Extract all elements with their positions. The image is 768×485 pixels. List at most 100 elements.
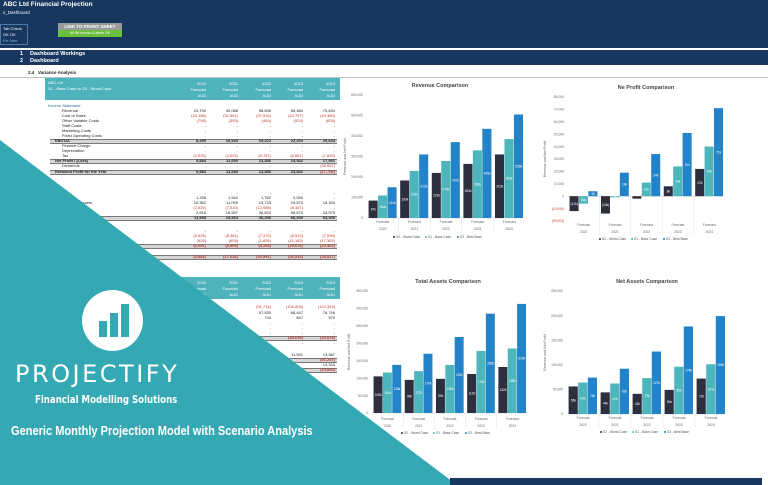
y-axis-title: Revenue and Net Profit — [543, 334, 547, 370]
bar-data-label: 114k — [379, 205, 386, 209]
nav-item-dashboard[interactable]: 2 Dashboard — [0, 58, 200, 65]
bar-s3-best-base — [423, 353, 433, 413]
x-tick-label: 2024 — [707, 423, 715, 427]
y-tick-label: 100,000 — [551, 363, 563, 367]
section-label: Variance Analysis — [38, 70, 77, 75]
y-axis-title: Revenue and Net Profit — [343, 138, 347, 174]
bar-s3-best-base — [513, 114, 524, 218]
bar-s1-base-case — [642, 378, 652, 414]
table-cell: - — [301, 133, 303, 138]
table-cell: 58,696 — [258, 108, 271, 113]
table-cell: 14,343 — [322, 362, 335, 367]
table-cell: - — [333, 128, 335, 133]
table-cell: (38,639) — [288, 335, 303, 340]
table-cell: (6,051) — [193, 243, 206, 248]
brand-tagline: Financial Modelling Solutions — [35, 393, 178, 406]
y-tick-label: 300,000 — [351, 155, 363, 159]
table-cell: - — [301, 340, 303, 345]
column-type: Forecast — [287, 87, 303, 92]
y-tick-label: 0 — [366, 411, 368, 415]
table-cell: 49,088 — [225, 108, 238, 113]
nav-item-dashboard-workings[interactable]: 1 Dashboard Workings — [0, 51, 200, 58]
bar-data-label: 127k — [653, 381, 660, 385]
table-cell: (91,714) — [256, 304, 271, 309]
total-row-band — [50, 254, 337, 260]
table-cell: (17,706) — [320, 169, 335, 174]
column-year: 2022 — [262, 280, 271, 285]
legend-marker — [457, 236, 459, 238]
legend-entry: S1 - Base Case — [436, 431, 459, 435]
table-cell: (8,969) — [225, 243, 238, 248]
bar-s2-worst-case — [494, 154, 505, 218]
table-cell: - — [301, 325, 303, 330]
bar-s2-worst-case — [663, 186, 673, 197]
bar-s3-best-base — [485, 313, 495, 413]
bar-s3-best-base — [392, 364, 402, 413]
table-cell: (44,624) — [320, 335, 335, 340]
table-cell: (8,361) — [225, 233, 238, 238]
table-cell: 53,309 — [322, 215, 335, 220]
bar-s2-worst-case — [373, 376, 383, 413]
x-tick-label: Forecast — [412, 417, 425, 421]
table-cell: (12,988) — [256, 205, 271, 210]
bar-data-label: 264k — [465, 189, 472, 193]
total-row-band — [50, 169, 337, 175]
legend-marker — [664, 431, 666, 433]
bar-s3-best-base — [419, 154, 429, 218]
row-label: Cost of Sales — [62, 113, 86, 118]
table-cell: 16,597 — [225, 210, 238, 215]
link-to-front-sheet-button[interactable]: LINK TO FRONT SHEET — [58, 23, 122, 30]
bar-s2-worst-case — [431, 172, 441, 218]
y-tick-label: 600,000 — [351, 93, 363, 97]
column-type: Forecast — [255, 286, 271, 291]
y-tick-label: 20,000 — [554, 170, 564, 174]
bar-data-label: 40k — [707, 170, 713, 174]
bar-data-label: 42k — [635, 402, 641, 406]
footer-bar — [450, 478, 762, 485]
table-cell: 13,387 — [322, 352, 335, 357]
y-tick-label: 60,000 — [554, 120, 564, 124]
column-unit: AUD — [326, 292, 335, 297]
bar-s1-base-case — [610, 196, 620, 198]
table-cell: (108,806) — [285, 304, 303, 309]
table-cell: (35,657) — [320, 163, 335, 168]
x-tick-label: 2024 — [509, 424, 517, 428]
bar-data-label: 4k — [591, 192, 595, 196]
table-cell: (11,163) — [288, 238, 303, 243]
x-tick-label: Forecast — [577, 416, 590, 420]
row-label: Staff Costs — [62, 123, 82, 128]
y-tick-label: 0 — [561, 412, 563, 416]
bar-s3-best-base — [682, 132, 692, 197]
bar-data-label: 56k — [571, 398, 577, 402]
bar-data-label: 112k — [468, 392, 475, 396]
bar-s2-worst-case — [600, 392, 610, 414]
bar-s2-worst-case — [568, 386, 578, 414]
y-tick-label: 500,000 — [351, 114, 363, 118]
table-cell: (30,991) — [256, 254, 271, 259]
table-cell: (798) — [196, 118, 206, 123]
column-year: 2023 — [294, 280, 303, 285]
column-unit: AUD — [294, 292, 303, 297]
table-cell: (6,661) — [290, 153, 303, 158]
bar-data-label: 278k — [443, 188, 450, 192]
x-tick-label: 2024 — [706, 230, 714, 234]
bar-s3-best-base — [450, 142, 460, 218]
legend-marker — [425, 236, 427, 238]
bar-data-label: 312k — [420, 184, 427, 188]
x-tick-label: Forecast — [609, 416, 622, 420]
bar-data-label: 99k — [438, 394, 444, 398]
table-cell: 11,650 — [225, 158, 238, 163]
table-cell: - — [236, 163, 238, 168]
bar-data-label: 385k — [506, 177, 513, 181]
logo-chart-icon — [82, 290, 143, 351]
table-cell: - — [269, 330, 271, 335]
bar-s3-best-base — [587, 377, 597, 414]
x-tick-label: Forecast — [705, 416, 718, 420]
column-unit: AUD — [229, 292, 238, 297]
x-tick-label: 2023 — [675, 423, 683, 427]
bar-s3-best-base — [683, 326, 693, 414]
x-tick-label: 2020 — [384, 424, 392, 428]
legend-entry: S1 - Base Case — [635, 430, 658, 434]
table-cell: (1,895) — [258, 238, 271, 243]
table-cell: (8,387) — [290, 205, 303, 210]
